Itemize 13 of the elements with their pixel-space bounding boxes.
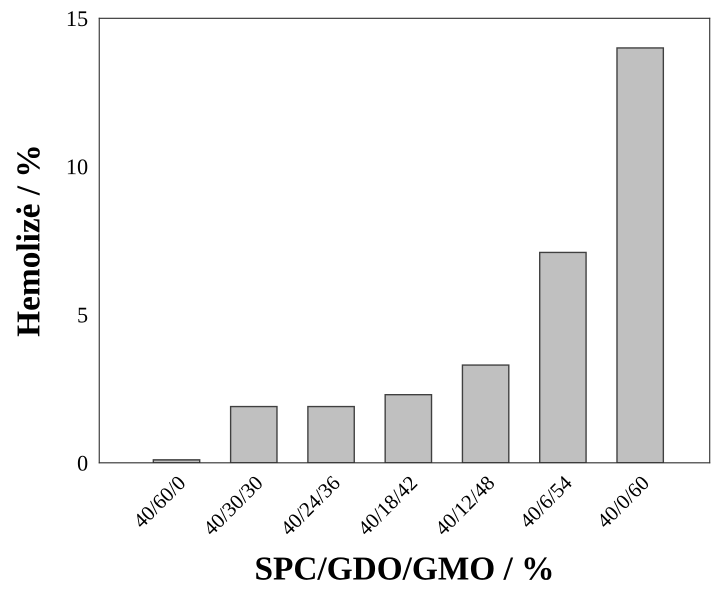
y-tick-label: 15 bbox=[68, 11, 88, 26]
bar bbox=[307, 406, 355, 463]
y-tick-label: 10 bbox=[68, 159, 88, 174]
y-tick-label: 5 bbox=[78, 308, 88, 323]
y-tick-label: 0 bbox=[78, 456, 88, 471]
bar bbox=[462, 364, 510, 463]
bar bbox=[230, 406, 278, 463]
bar bbox=[539, 252, 587, 463]
bar bbox=[616, 47, 664, 463]
y-axis-title: Hemolizė / % bbox=[16, 147, 40, 336]
bar bbox=[152, 459, 200, 463]
bar bbox=[384, 394, 432, 463]
x-axis-title: SPC/GDO/GMO / % bbox=[256, 557, 552, 580]
